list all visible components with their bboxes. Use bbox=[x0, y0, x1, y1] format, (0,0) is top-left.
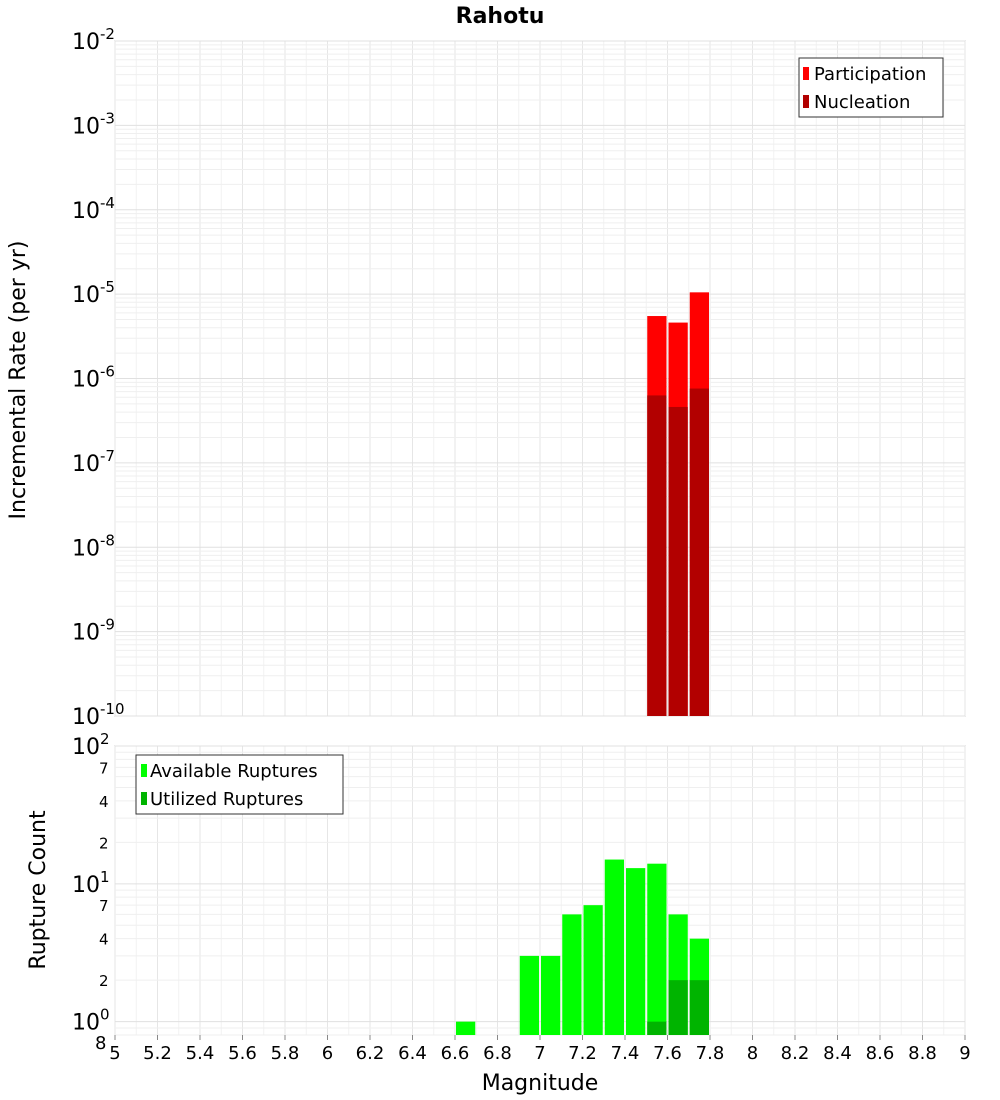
x-tick-label: 5.4 bbox=[186, 1043, 215, 1064]
count-y-axis-label: Rupture Count bbox=[26, 810, 51, 970]
x-tick-label: 8.6 bbox=[866, 1043, 895, 1064]
x-tick-label: 7.2 bbox=[568, 1043, 597, 1064]
x-tick-label: 6.2 bbox=[356, 1043, 385, 1064]
x-axis-label: Magnitude bbox=[482, 1071, 599, 1096]
count-x-ticks: 5 5.2 5.4 5.6 5.8 6 6.2 6.4 6.6 6.8 7 7.2 7.4 7.6 7.8 8… bbox=[109, 1035, 971, 1064]
y-tick-label: 10-6 bbox=[72, 363, 115, 393]
y-minor-tick-label: 7 bbox=[99, 759, 109, 777]
bar-available-ruptures-6.95 bbox=[519, 955, 539, 1035]
bar-nucleation-7.55 bbox=[647, 395, 667, 716]
x-tick-label: 8.4 bbox=[823, 1043, 852, 1064]
count-legend-box bbox=[135, 754, 344, 815]
bar-utilized-ruptures-7.65 bbox=[668, 980, 688, 1035]
bar-available-ruptures-7.25 bbox=[583, 905, 603, 1035]
rate-legend: Participation Nucleation bbox=[798, 57, 944, 118]
bar-available-ruptures-7.15 bbox=[562, 914, 582, 1035]
bar-available-ruptures-7.35 bbox=[604, 859, 624, 1035]
rate-bars bbox=[647, 292, 709, 716]
bar-utilized-ruptures-7.55 bbox=[647, 1021, 667, 1035]
x-tick-label: 9 bbox=[959, 1043, 970, 1064]
x-tick-label: 6.8 bbox=[483, 1043, 512, 1064]
y-tick-label: 101 bbox=[72, 868, 110, 898]
chart-title: Rahotu bbox=[456, 4, 545, 29]
bar-available-ruptures-6.65 bbox=[456, 1021, 476, 1035]
x-tick-label: 7.8 bbox=[696, 1043, 725, 1064]
x-tick-label: 8 bbox=[747, 1043, 758, 1064]
bar-nucleation-7.65 bbox=[668, 406, 688, 716]
y-tick-label: 10-10 bbox=[72, 700, 125, 730]
bar-nucleation-7.75 bbox=[689, 388, 709, 716]
rate-panel: 10-10 10-9 10-8 10-7 10-6 10-5 10-4 10-3 10-2 Ra… bbox=[6, 4, 966, 730]
legend-label-nucleation: Nucleation bbox=[814, 92, 910, 113]
legend-label-participation: Participation bbox=[814, 64, 926, 85]
legend-swatch-available bbox=[141, 764, 147, 777]
legend-label-available: Available Ruptures bbox=[150, 761, 318, 782]
y-minor-tick-label: 8 bbox=[95, 1033, 106, 1054]
rate-y-ticks: 10-10 10-9 10-8 10-7 10-6 10-5 10-4 10-3 10-2 bbox=[72, 25, 125, 730]
y-tick-label: 102 bbox=[72, 730, 110, 760]
x-tick-label: 5.8 bbox=[271, 1043, 300, 1064]
x-tick-label: 5.6 bbox=[228, 1043, 257, 1064]
y-minor-tick-label: 7 bbox=[99, 897, 109, 915]
y-tick-label: 10-2 bbox=[72, 25, 115, 55]
y-tick-label: 100 bbox=[72, 1006, 110, 1036]
y-tick-label: 10-8 bbox=[72, 531, 115, 561]
bar-available-ruptures-7.45 bbox=[626, 868, 646, 1035]
bar-available-ruptures-7.05 bbox=[541, 955, 561, 1035]
rate-y-axis-label: Incremental Rate (per yr) bbox=[6, 241, 31, 520]
x-tick-label: 6 bbox=[322, 1043, 333, 1064]
count-y-ticks: 100 101 102 8 2 4 7 2 4 7 bbox=[72, 730, 110, 1054]
legend-swatch-participation bbox=[803, 67, 809, 80]
x-tick-label: 7 bbox=[534, 1043, 545, 1064]
rate-legend-box bbox=[798, 57, 944, 118]
y-tick-label: 10-4 bbox=[72, 194, 115, 224]
y-tick-label: 10-7 bbox=[72, 447, 115, 477]
y-minor-tick-label: 2 bbox=[99, 834, 109, 852]
x-tick-label: 8.2 bbox=[781, 1043, 810, 1064]
y-minor-tick-label: 2 bbox=[99, 972, 109, 990]
x-tick-label: 7.6 bbox=[653, 1043, 682, 1064]
bar-utilized-ruptures-7.75 bbox=[689, 980, 709, 1035]
count-panel: 100 101 102 8 2 4 7 2 4 7 5 5.2 5.4 5.6 5.8 6 6.2 6.4 6.6… bbox=[26, 730, 971, 1096]
legend-swatch-utilized bbox=[141, 792, 147, 805]
x-tick-label: 5.2 bbox=[143, 1043, 172, 1064]
count-bars bbox=[456, 859, 709, 1035]
count-legend: Available Ruptures Utilized Ruptures bbox=[135, 754, 344, 815]
x-tick-label: 6.4 bbox=[398, 1043, 427, 1064]
x-tick-label: 7.4 bbox=[611, 1043, 640, 1064]
bar-available-ruptures-7.55 bbox=[647, 863, 667, 1035]
x-tick-label: 8.8 bbox=[908, 1043, 937, 1064]
y-minor-tick-label: 4 bbox=[99, 931, 109, 949]
y-tick-label: 10-3 bbox=[72, 109, 115, 139]
y-tick-label: 10-5 bbox=[72, 278, 115, 308]
legend-label-utilized: Utilized Ruptures bbox=[150, 789, 303, 810]
rate-gridlines bbox=[114, 40, 966, 717]
y-minor-tick-label: 4 bbox=[99, 793, 109, 811]
legend-swatch-nucleation bbox=[803, 95, 809, 108]
x-tick-label: 6.6 bbox=[441, 1043, 470, 1064]
y-tick-label: 10-9 bbox=[72, 616, 115, 646]
x-tick-label: 5 bbox=[109, 1043, 120, 1064]
